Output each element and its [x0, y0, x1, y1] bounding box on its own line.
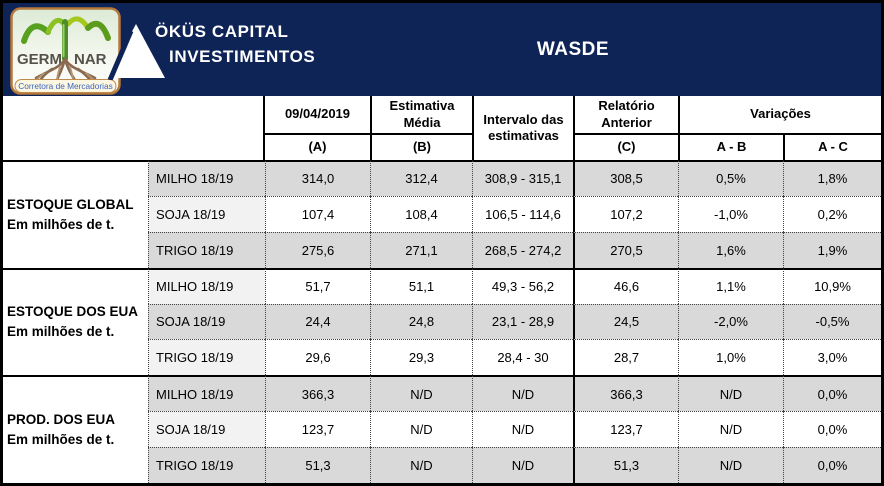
leaf-icon: [21, 23, 51, 44]
germinar-tagline: Corretora de Mercadorias: [18, 81, 113, 91]
value-ac: 0,0%: [783, 411, 881, 448]
header-variations: Variações: [678, 96, 881, 133]
value-b: N/D: [370, 411, 472, 448]
okus-triangle-icon: [107, 24, 165, 80]
value-range: N/D: [472, 375, 573, 412]
header-var-ab: A - B: [678, 133, 783, 160]
commodity-cell: MILHO 18/19: [148, 267, 265, 304]
value-ac: 3,0%: [783, 339, 881, 376]
group-label-estoque-eua: ESTOQUE DOS EUA Em milhões de t.: [3, 267, 148, 376]
value-c: 46,6: [573, 267, 678, 304]
header-estimate: Estimativa Média: [370, 96, 472, 133]
group-title: PROD. DOS EUA: [7, 411, 116, 427]
value-ab: 1,6%: [678, 231, 783, 268]
header-range: Intervalo das estimativas: [472, 96, 573, 160]
group-title: ESTOQUE GLOBAL: [7, 196, 134, 212]
value-b: 24,8: [370, 303, 472, 340]
value-c: 123,7: [573, 411, 678, 448]
value-a: 107,4: [265, 195, 370, 232]
commodity-cell: TRIGO 18/19: [148, 447, 265, 483]
value-b: N/D: [370, 447, 472, 483]
header-key-a: (A): [265, 133, 370, 160]
value-b: N/D: [370, 375, 472, 412]
value-c: 51,3: [573, 447, 678, 483]
value-a: 314,0: [265, 160, 370, 196]
header-key-b: (B): [370, 133, 472, 160]
group-subtitle: Em milhões de t.: [7, 324, 115, 340]
value-ab: N/D: [678, 411, 783, 448]
okus-wordmark: ÖKÜS CAPITAL INVESTIMENTOS: [155, 20, 315, 69]
value-c: 24,5: [573, 303, 678, 340]
value-ac: 0,2%: [783, 195, 881, 232]
group-title: ESTOQUE DOS EUA: [7, 304, 139, 320]
value-range: 49,3 - 56,2: [472, 267, 573, 304]
commodity-cell: TRIGO 18/19: [148, 339, 265, 376]
group-subtitle: Em milhões de t.: [7, 432, 115, 448]
okus-line2: INVESTIMENTOS: [169, 46, 316, 66]
germinar-logo-image: GERM NAR Co: [10, 7, 121, 95]
header-key-c: (C): [573, 133, 678, 160]
value-a: 123,7: [265, 411, 370, 448]
okus-line1: ÖKÜS CAPITAL: [155, 22, 289, 41]
value-b: 108,4: [370, 195, 472, 232]
value-a: 366,3: [265, 375, 370, 412]
commodity-cell: SOJA 18/19: [148, 195, 265, 232]
value-ab: 0,5%: [678, 160, 783, 196]
group-subtitle: Em milhões de t.: [7, 216, 115, 232]
value-b: 51,1: [370, 267, 472, 304]
commodity-cell: SOJA 18/19: [148, 303, 265, 340]
germinar-name-right: NAR: [74, 51, 107, 68]
germinar-logo: GERM NAR Co: [10, 7, 121, 95]
value-ac: 1,8%: [783, 160, 881, 196]
value-range: 23,1 - 28,9: [472, 303, 573, 340]
commodity-cell: MILHO 18/19: [148, 160, 265, 196]
group-label-prod-eua: PROD. DOS EUA Em milhões de t.: [3, 375, 148, 483]
value-range: 28,4 - 30: [472, 339, 573, 376]
header-var-ac: A - C: [783, 133, 881, 160]
header-empty-cell: [3, 96, 265, 160]
report-title: WASDE: [536, 38, 610, 60]
value-range: N/D: [472, 447, 573, 483]
commodity-cell: TRIGO 18/19: [148, 231, 265, 268]
value-ac: 1,9%: [783, 231, 881, 268]
germinar-name-left: GERM: [17, 51, 62, 68]
header-previous: Relatório Anterior: [573, 96, 678, 133]
value-a: 275,6: [265, 231, 370, 268]
top-banner: GERM NAR Co: [3, 3, 881, 96]
value-ab: -2,0%: [678, 303, 783, 340]
value-a: 29,6: [265, 339, 370, 376]
value-a: 51,7: [265, 267, 370, 304]
wasde-table: 09/04/2019 Estimativa Média Intervalo da…: [3, 96, 881, 483]
header-date: 09/04/2019: [284, 106, 351, 122]
value-b: 271,1: [370, 231, 472, 268]
value-c: 107,2: [573, 195, 678, 232]
value-c: 270,5: [573, 231, 678, 268]
value-a: 51,3: [265, 447, 370, 483]
value-a: 24,4: [265, 303, 370, 340]
value-ab: 1,1%: [678, 267, 783, 304]
group-label-estoque-global: ESTOQUE GLOBAL Em milhões de t.: [3, 160, 148, 268]
commodity-cell: MILHO 18/19: [148, 375, 265, 412]
value-range: 268,5 - 274,2: [472, 231, 573, 268]
value-ac: -0,5%: [783, 303, 881, 340]
value-ab: -1,0%: [678, 195, 783, 232]
value-c: 308,5: [573, 160, 678, 196]
value-range: 106,5 - 114,6: [472, 195, 573, 232]
okus-logo: ÖKÜS CAPITAL INVESTIMENTOS: [103, 16, 315, 80]
value-b: 312,4: [370, 160, 472, 196]
value-range: 308,9 - 315,1: [472, 160, 573, 196]
value-c: 366,3: [573, 375, 678, 412]
value-c: 28,7: [573, 339, 678, 376]
value-ab: N/D: [678, 447, 783, 483]
value-ac: 0,0%: [783, 447, 881, 483]
commodity-cell: SOJA 18/19: [148, 411, 265, 448]
value-ac: 0,0%: [783, 375, 881, 412]
value-ab: N/D: [678, 375, 783, 412]
leaf-icon: [85, 20, 111, 41]
value-ac: 10,9%: [783, 267, 881, 304]
value-ab: 1,0%: [678, 339, 783, 376]
value-b: 29,3: [370, 339, 472, 376]
value-range: N/D: [472, 411, 573, 448]
